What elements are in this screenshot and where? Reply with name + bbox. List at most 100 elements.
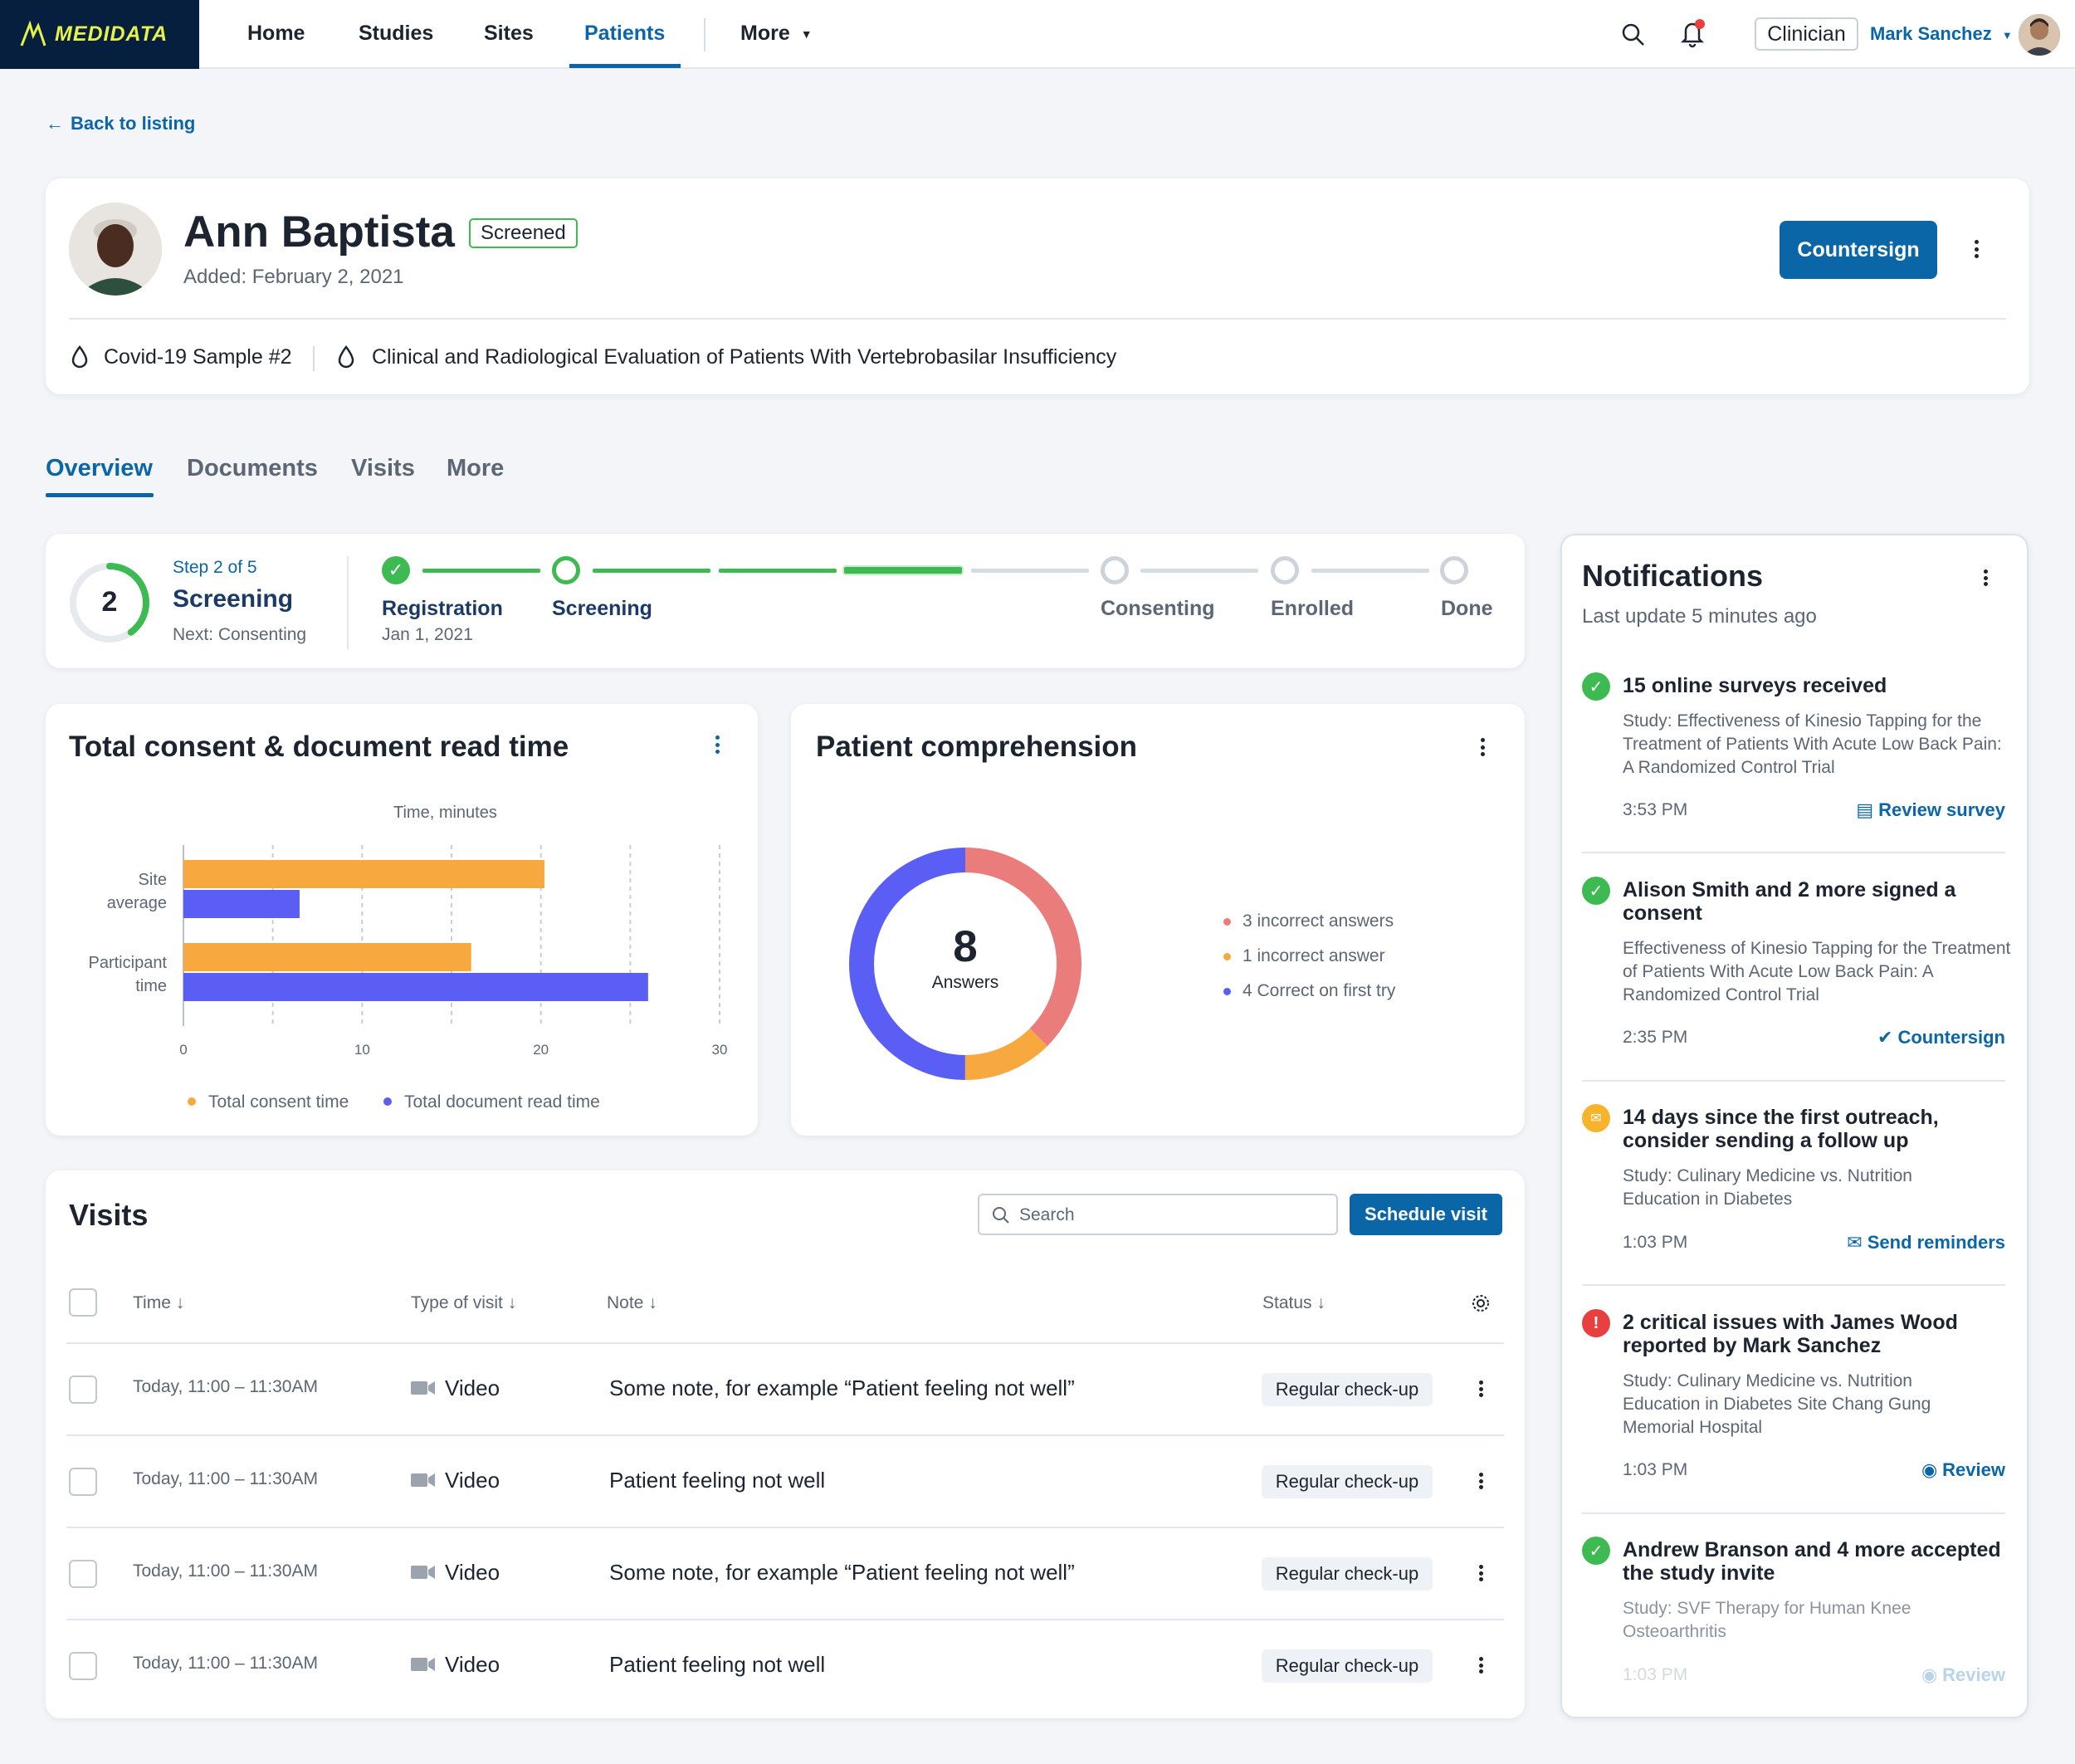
step-connector: [1140, 569, 1258, 573]
user-avatar-image: [2019, 14, 2060, 56]
step-consenting-circle: [1101, 556, 1129, 584]
schedule-visit-button[interactable]: Schedule visit: [1350, 1194, 1502, 1235]
header-label: Time: [133, 1293, 171, 1312]
patient-more-menu[interactable]: [1971, 240, 1981, 258]
column-header-time[interactable]: Time ↓: [133, 1293, 184, 1313]
row-checkbox[interactable]: [69, 1376, 97, 1404]
step-label-consenting: Consenting: [1101, 597, 1215, 620]
step-label-enrolled: Enrolled: [1271, 597, 1355, 620]
column-header-type[interactable]: Type of visit ↓: [411, 1293, 516, 1313]
notifications-last-update: Last update 5 minutes ago: [1582, 605, 1817, 628]
x-tick-label: 20: [533, 1042, 549, 1058]
bell-icon[interactable]: [1678, 18, 1706, 48]
donut-slice: [849, 848, 1081, 1080]
tab-more[interactable]: More: [447, 455, 505, 481]
action-label: Review: [1942, 1664, 2005, 1685]
row-more-menu[interactable]: [1476, 1473, 1486, 1489]
table-row[interactable]: Today, 11:00 – 11:30AM Video Some note, …: [66, 1342, 1504, 1434]
action-label: Send reminders: [1867, 1232, 2005, 1253]
row-more-menu[interactable]: [1476, 1380, 1486, 1397]
step-connector: [719, 569, 837, 573]
step-connector: [422, 569, 540, 573]
column-header-status[interactable]: Status ↓: [1262, 1293, 1326, 1313]
step-date-registration: Jan 1, 2021: [382, 625, 473, 644]
tab-overview[interactable]: Overview: [46, 455, 153, 481]
x-tick-label: 30: [712, 1042, 728, 1058]
bar-document: [183, 890, 300, 918]
comprehension-title: Patient comprehension: [816, 731, 1138, 763]
tab-active-indicator: [46, 493, 154, 497]
table-row[interactable]: Today, 11:00 – 11:30AM Video Some note, …: [66, 1527, 1504, 1618]
review-link[interactable]: ◉ Review: [1921, 1664, 2005, 1686]
visit-time: Today, 11:00 – 11:30AM: [133, 1561, 318, 1581]
visit-note: Patient feeling not well: [609, 1652, 826, 1677]
consent-chart-menu[interactable]: [712, 735, 722, 754]
medidata-logo[interactable]: MEDIDATA: [0, 0, 199, 69]
step-progress-ring: [70, 563, 149, 643]
video-camera-icon: [411, 1381, 435, 1395]
countersign-button[interactable]: Countersign: [1780, 221, 1937, 279]
step-registration-check-icon: ✓: [382, 556, 410, 584]
patient-avatar-image: [69, 203, 162, 296]
search-placeholder: Search: [1019, 1205, 1075, 1224]
review-link[interactable]: ◉ Review: [1921, 1459, 2005, 1481]
logo-text: MEDIDATA: [55, 22, 168, 46]
step-screening-circle: [552, 556, 580, 584]
user-name: Mark Sanchez: [1870, 23, 1992, 44]
row-checkbox[interactable]: [69, 1652, 97, 1680]
envelope-circle-icon: ✉: [1582, 1104, 1610, 1132]
caret-down-icon: ▼: [800, 27, 813, 42]
visit-type: Video: [445, 1560, 500, 1585]
consent-chart-title: Total consent & document read time: [69, 731, 569, 763]
nav-more[interactable]: More ▼: [740, 22, 813, 46]
check-circle-icon: ✓: [1582, 877, 1610, 905]
progress-divider: [347, 556, 349, 649]
tab-visits[interactable]: Visits: [351, 455, 415, 481]
notification-divider: [1582, 1284, 2005, 1286]
table-row[interactable]: Today, 11:00 – 11:30AM Video Patient fee…: [66, 1619, 1504, 1710]
send-reminders-link[interactable]: ✉ Send reminders: [1847, 1232, 2005, 1253]
progress-card: [46, 534, 1525, 668]
visits-card: [46, 1170, 1525, 1718]
legend-swatch: [188, 1097, 196, 1106]
table-row[interactable]: Today, 11:00 – 11:30AM Video Patient fee…: [66, 1434, 1504, 1526]
select-all-checkbox[interactable]: [69, 1288, 97, 1317]
notification-divider: [1582, 852, 2005, 853]
row-checkbox[interactable]: [69, 1560, 97, 1588]
action-label: Countersign: [1897, 1027, 2005, 1048]
column-header-note[interactable]: Note ↓: [607, 1293, 657, 1313]
user-avatar[interactable]: [2019, 14, 2060, 56]
visits-search-input[interactable]: Search: [978, 1194, 1338, 1235]
nav-studies[interactable]: Studies: [359, 22, 434, 45]
countersign-link[interactable]: ✔ Countersign: [1877, 1027, 2005, 1048]
notification-title: Andrew Branson and 4 more accepted the s…: [1623, 1538, 2001, 1585]
check-circle-icon: ✓: [1582, 672, 1610, 701]
nav-home[interactable]: Home: [247, 22, 305, 45]
nav-sites[interactable]: Sites: [484, 22, 534, 45]
tab-documents[interactable]: Documents: [187, 455, 318, 481]
comprehension-menu[interactable]: [1477, 738, 1487, 756]
settings-gear-icon[interactable]: [1471, 1293, 1491, 1313]
review-survey-link[interactable]: ▤ Review survey: [1856, 799, 2005, 821]
study-name-1[interactable]: Covid-19 Sample #2: [104, 345, 292, 369]
notification-title: Alison Smith and 2 more signed a consent: [1623, 878, 1956, 925]
step-label-registration: Registration: [382, 597, 503, 620]
notifications-menu[interactable]: [1980, 569, 1990, 586]
notification-divider: [1582, 1512, 2005, 1514]
row-more-menu[interactable]: [1476, 1565, 1486, 1581]
row-more-menu[interactable]: [1476, 1657, 1486, 1674]
nav-patients[interactable]: Patients: [584, 22, 666, 45]
sort-arrow-icon: ↓: [643, 1293, 657, 1312]
row-checkbox[interactable]: [69, 1468, 97, 1496]
study-name-2[interactable]: Clinical and Radiological Evaluation of …: [372, 345, 1117, 369]
back-to-listing-link[interactable]: ← Back to listing: [46, 113, 195, 134]
role-selector[interactable]: Clinician: [1755, 17, 1858, 51]
notification-time: 3:53 PM: [1623, 800, 1688, 819]
visits-title: Visits: [69, 1198, 149, 1232]
search-icon[interactable]: [1620, 22, 1647, 48]
eye-icon: ◉: [1921, 1664, 1938, 1685]
user-menu[interactable]: Mark Sanchez ▼: [1870, 23, 2013, 45]
video-camera-icon: [411, 1473, 435, 1487]
header-label: Type of visit: [411, 1293, 503, 1312]
notification-time: 1:03 PM: [1623, 1665, 1688, 1684]
